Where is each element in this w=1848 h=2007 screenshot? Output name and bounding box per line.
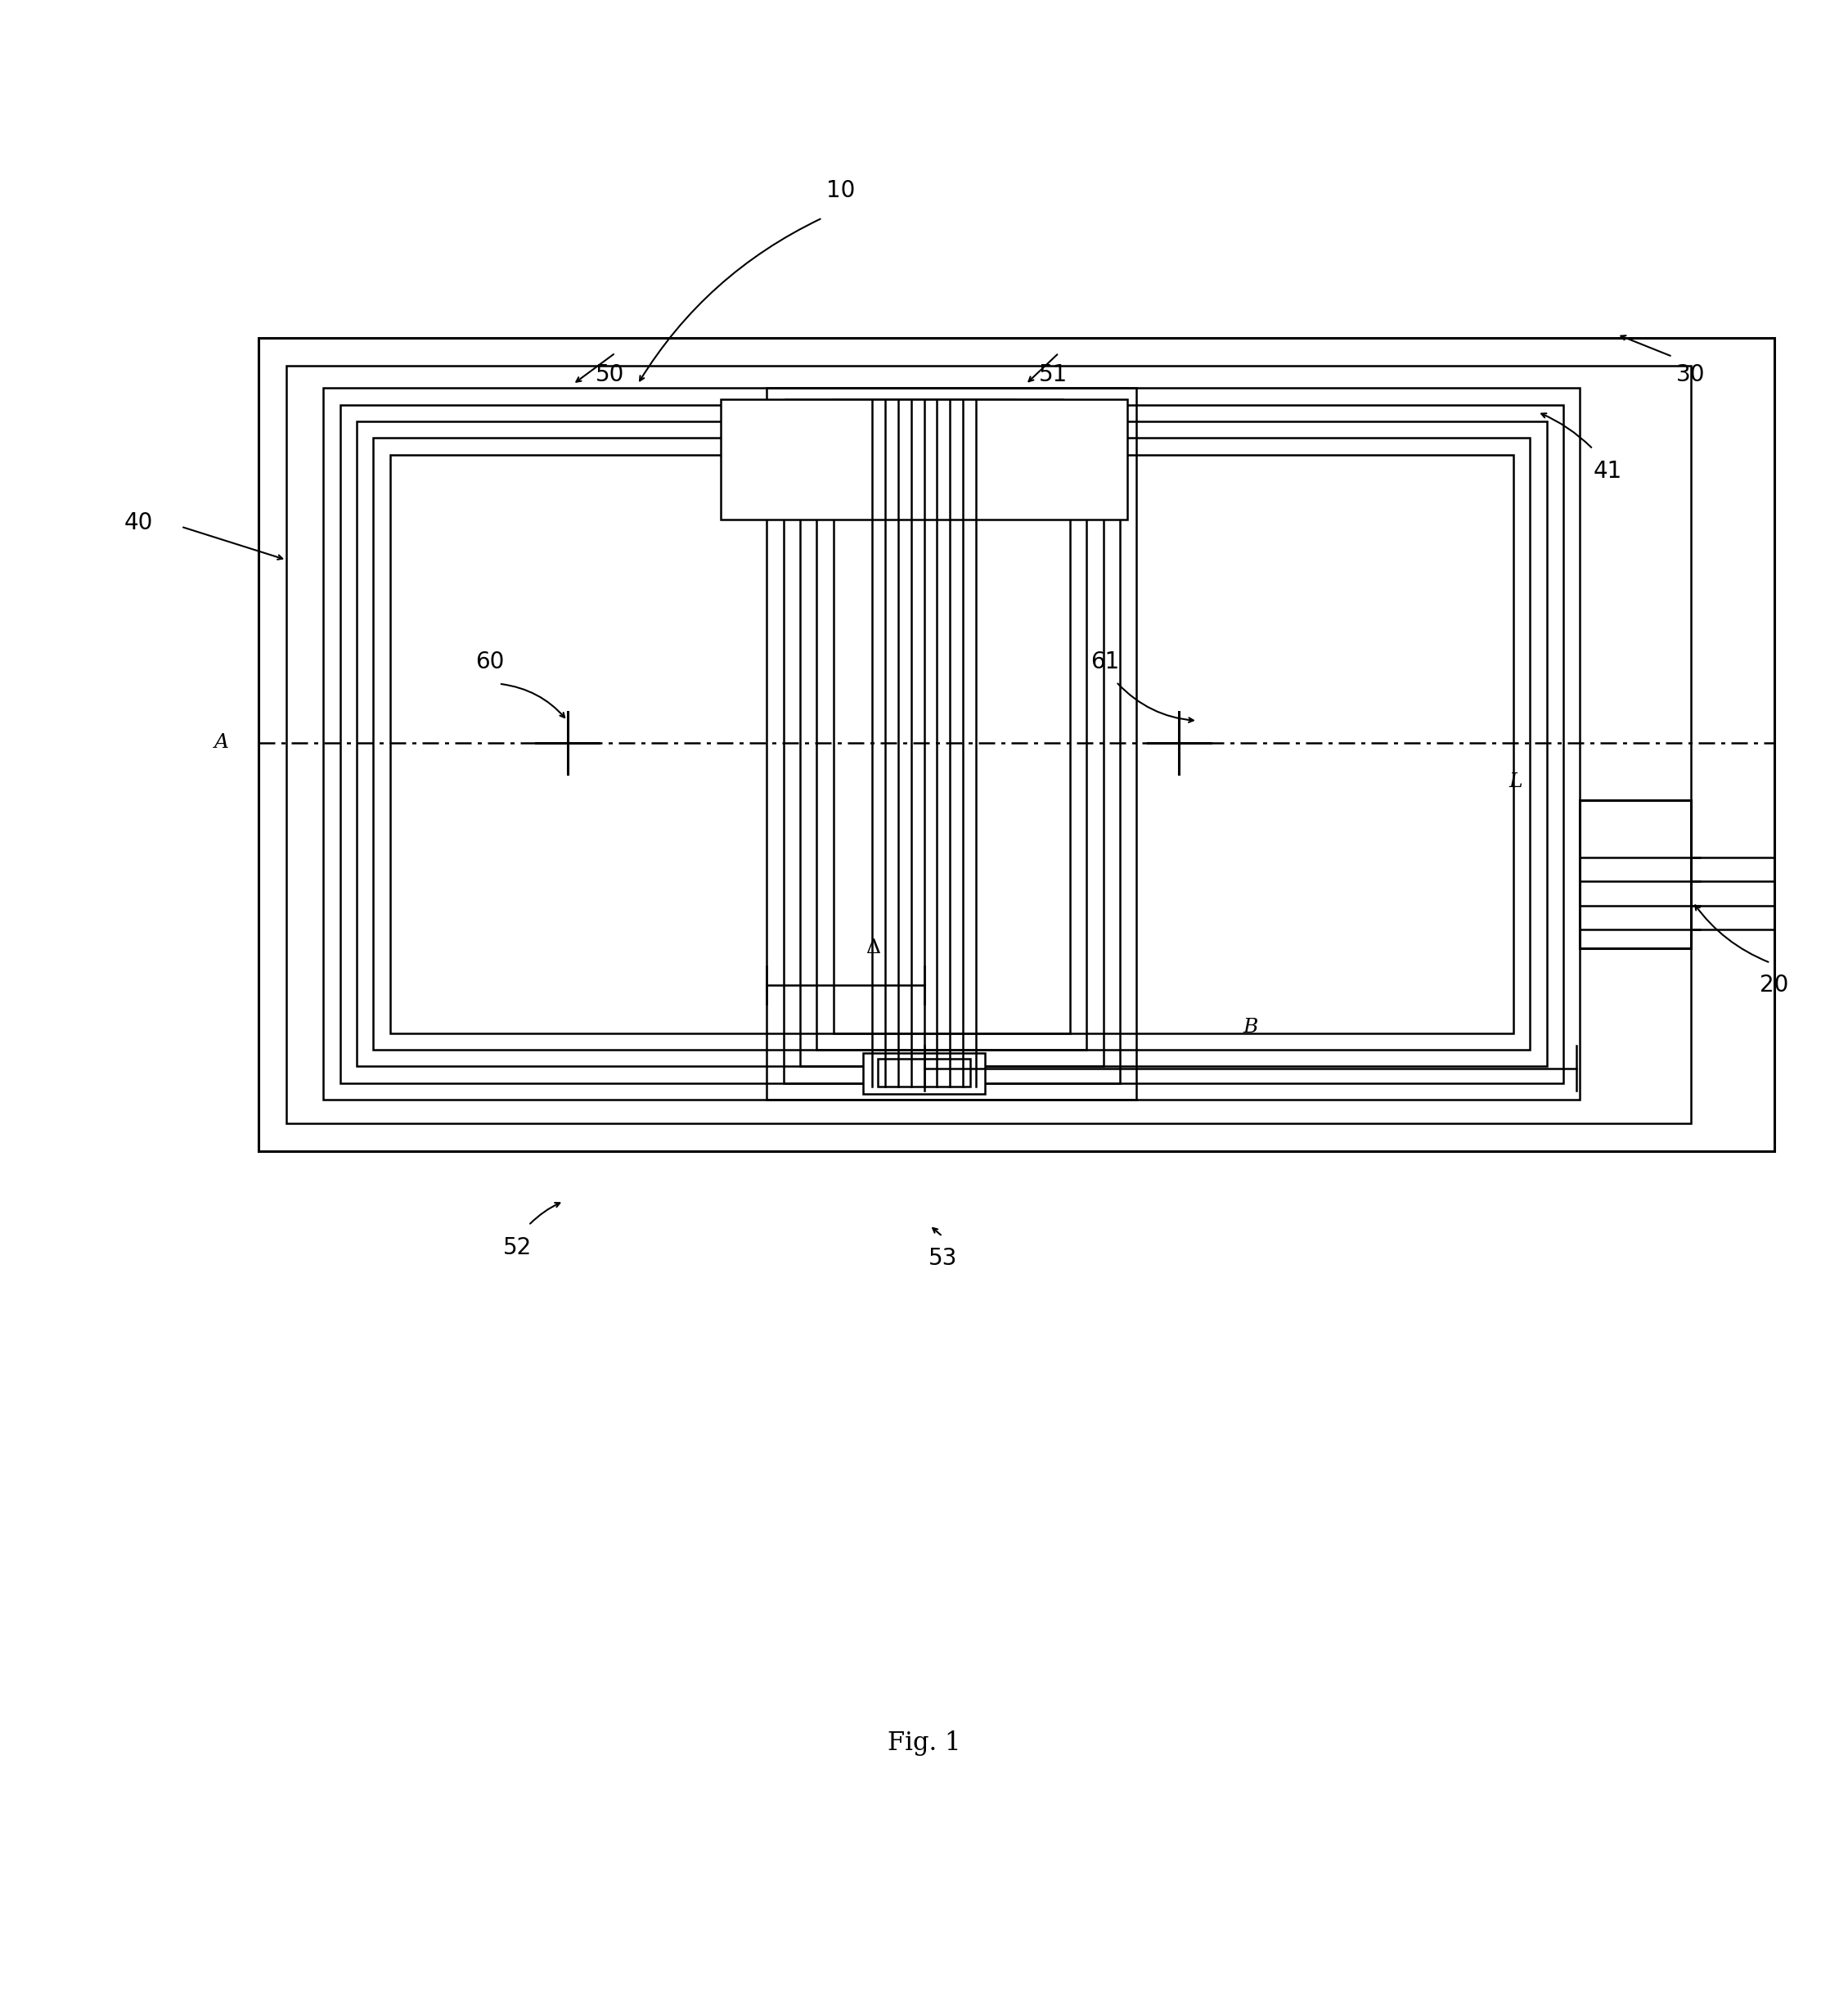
Bar bbox=[323, 387, 1137, 1100]
Bar bbox=[340, 405, 1120, 1084]
Bar bbox=[832, 399, 1016, 464]
Bar bbox=[373, 438, 1087, 1050]
Bar bbox=[357, 421, 1103, 1066]
Text: B: B bbox=[1242, 1018, 1258, 1038]
Text: 50: 50 bbox=[595, 363, 625, 387]
Text: 53: 53 bbox=[928, 1246, 957, 1270]
Bar bbox=[1580, 801, 1691, 947]
Text: 51: 51 bbox=[1039, 363, 1068, 387]
Text: L: L bbox=[1508, 773, 1523, 791]
Bar bbox=[878, 1060, 970, 1086]
Bar bbox=[800, 421, 1547, 1066]
Text: 52: 52 bbox=[503, 1236, 532, 1258]
Bar bbox=[785, 399, 1063, 492]
Bar bbox=[286, 365, 1691, 1124]
Bar bbox=[817, 438, 1530, 1050]
Bar bbox=[863, 399, 985, 440]
Bar bbox=[390, 454, 1070, 1034]
Text: 61: 61 bbox=[1090, 650, 1120, 672]
Text: 40: 40 bbox=[124, 512, 153, 534]
Text: 60: 60 bbox=[475, 650, 505, 672]
Bar bbox=[863, 1054, 985, 1094]
Bar bbox=[767, 387, 1580, 1100]
Text: 41: 41 bbox=[1593, 460, 1623, 482]
Bar bbox=[784, 405, 1563, 1084]
Text: Δ: Δ bbox=[867, 939, 880, 957]
Text: 30: 30 bbox=[1676, 363, 1706, 387]
Text: A: A bbox=[214, 733, 229, 753]
Text: 20: 20 bbox=[1759, 973, 1789, 995]
Bar bbox=[833, 454, 1514, 1034]
Text: Fig. 1: Fig. 1 bbox=[887, 1730, 961, 1756]
Text: 10: 10 bbox=[826, 179, 856, 203]
Bar bbox=[259, 337, 1774, 1152]
Bar bbox=[721, 399, 1127, 520]
